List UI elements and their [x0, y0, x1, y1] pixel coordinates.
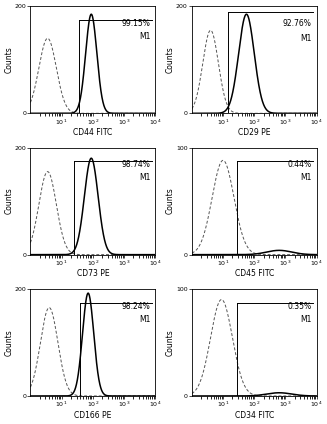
- Text: M1: M1: [139, 32, 150, 41]
- Text: M1: M1: [300, 315, 312, 324]
- Text: 92.76%: 92.76%: [283, 19, 312, 28]
- Text: M1: M1: [300, 173, 312, 182]
- X-axis label: CD29 PE: CD29 PE: [238, 128, 270, 137]
- Y-axis label: Counts: Counts: [4, 329, 13, 356]
- Y-axis label: Counts: Counts: [4, 46, 13, 73]
- Text: 98.74%: 98.74%: [121, 160, 150, 169]
- Text: 99.15%: 99.15%: [121, 19, 150, 28]
- X-axis label: CD166 PE: CD166 PE: [74, 411, 112, 420]
- Text: 0.35%: 0.35%: [287, 302, 312, 311]
- X-axis label: CD73 PE: CD73 PE: [77, 270, 109, 279]
- Y-axis label: Counts: Counts: [4, 188, 13, 215]
- Y-axis label: Counts: Counts: [166, 329, 175, 356]
- Text: M1: M1: [300, 34, 312, 43]
- Text: M1: M1: [139, 173, 150, 182]
- X-axis label: CD34 FITC: CD34 FITC: [234, 411, 274, 420]
- Text: 0.44%: 0.44%: [287, 160, 312, 169]
- X-axis label: CD45 FITC: CD45 FITC: [234, 270, 274, 279]
- Text: M1: M1: [139, 315, 150, 324]
- Text: 98.24%: 98.24%: [121, 302, 150, 311]
- X-axis label: CD44 FITC: CD44 FITC: [73, 128, 112, 137]
- Y-axis label: Counts: Counts: [165, 46, 175, 73]
- Y-axis label: Counts: Counts: [166, 188, 175, 215]
